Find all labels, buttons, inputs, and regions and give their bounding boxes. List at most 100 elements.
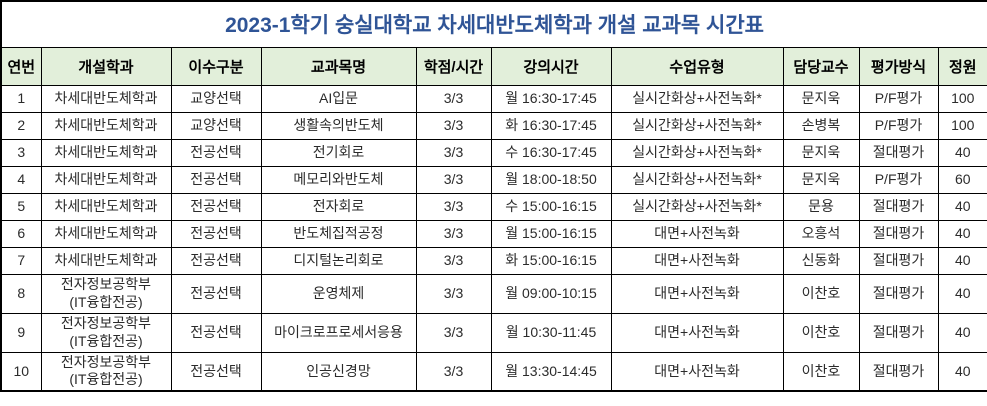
table-cell: 5 — [0, 192, 42, 221]
table-cell: 전자정보공학부 (IT융합전공) — [40, 351, 172, 392]
table-cell: 10 — [0, 351, 42, 392]
table-cell: 실시간화상+사전녹화* — [610, 84, 784, 113]
table-row: 8 전자정보공학부 (IT융합전공) 전공선택 운영체제 3/3 월 09:00-10:1… — [0, 273, 987, 314]
table-cell: 40 — [937, 138, 987, 167]
table-row: 9 전자정보공학부 (IT융합전공) 전공선택 마이크로프로세서응용 3/3 월 10:3… — [0, 312, 987, 353]
table-cell: 전공선택 — [170, 165, 262, 194]
table-cell: 이찬호 — [782, 312, 860, 353]
table-cell: 교양선택 — [170, 84, 262, 113]
table-row: 5 차세대반도체학과 전공선택 전자회로 3/3 수 15:00-16:15 실시간화상+사… — [0, 192, 987, 221]
table-cell: 3/3 — [415, 246, 492, 275]
table-cell: 대면+사전녹화 — [610, 351, 784, 392]
table-cell: 절대평가 — [858, 246, 939, 275]
table-cell: 실시간화상+사전녹화* — [610, 138, 784, 167]
column-header: 평가방식 — [858, 46, 939, 86]
page-title: 2023-1학기 숭실대학교 차세대반도체학과 개설 교과목 시간표 — [0, 0, 987, 48]
table-cell: 월 10:30-11:45 — [490, 312, 612, 353]
table-cell: 절대평가 — [858, 351, 939, 392]
table-cell: 40 — [937, 192, 987, 221]
table-cell: 전기회로 — [260, 138, 417, 167]
table-cell: 절대평가 — [858, 192, 939, 221]
table-cell: 100 — [937, 111, 987, 140]
table-cell: 전자회로 — [260, 192, 417, 221]
table-row: 6 차세대반도체학과 전공선택 반도체집적공정 3/3 월 15:00-16:15 대면+사… — [0, 219, 987, 248]
table-cell: 월 13:30-14:45 — [490, 351, 612, 392]
table-row: 3 차세대반도체학과 전공선택 전기회로 3/3 수 16:30-17:45 실시간화상+사… — [0, 138, 987, 167]
table-cell: 수 16:30-17:45 — [490, 138, 612, 167]
table-cell: 마이크로프로세서응용 — [260, 312, 417, 353]
table-cell: 40 — [937, 273, 987, 314]
column-header: 개설학과 — [40, 46, 172, 86]
table-cell: 40 — [937, 351, 987, 392]
table-cell: 실시간화상+사전녹화* — [610, 165, 784, 194]
table-cell: 40 — [937, 219, 987, 248]
table-cell: 3 — [0, 138, 42, 167]
table-cell: 3/3 — [415, 84, 492, 113]
table-cell: 절대평가 — [858, 219, 939, 248]
table-cell: 월 15:00-16:15 — [490, 219, 612, 248]
table-cell: 40 — [937, 246, 987, 275]
table-cell: 전공선택 — [170, 312, 262, 353]
table-cell: 전공선택 — [170, 246, 262, 275]
table-cell: AI입문 — [260, 84, 417, 113]
table-cell: 대면+사전녹화 — [610, 246, 784, 275]
table-cell: 화 15:00-16:15 — [490, 246, 612, 275]
table-cell: 차세대반도체학과 — [40, 219, 172, 248]
table-cell: 3/3 — [415, 192, 492, 221]
column-header: 담당교수 — [782, 46, 860, 86]
table-cell: 3/3 — [415, 273, 492, 314]
table-cell: 차세대반도체학과 — [40, 165, 172, 194]
table-cell: 메모리와반도체 — [260, 165, 417, 194]
table-cell: 3/3 — [415, 165, 492, 194]
table-cell: 월 09:00-10:15 — [490, 273, 612, 314]
table-cell: 이찬호 — [782, 351, 860, 392]
column-header: 수업유형 — [610, 46, 784, 86]
table-cell: 실시간화상+사전녹화* — [610, 192, 784, 221]
table-cell: 3/3 — [415, 111, 492, 140]
table-cell: 3/3 — [415, 312, 492, 353]
table-cell: 3/3 — [415, 138, 492, 167]
table-cell: 차세대반도체학과 — [40, 84, 172, 113]
table-cell: 대면+사전녹화 — [610, 273, 784, 314]
table-cell: 차세대반도체학과 — [40, 192, 172, 221]
table-cell: 이찬호 — [782, 273, 860, 314]
table-cell: P/F평가 — [858, 111, 939, 140]
table-cell: 전공선택 — [170, 351, 262, 392]
table-cell: 3/3 — [415, 351, 492, 392]
title-row: 2023-1학기 숭실대학교 차세대반도체학과 개설 교과목 시간표 — [0, 0, 987, 48]
table-cell: 전공선택 — [170, 273, 262, 314]
column-header: 강의시간 — [490, 46, 612, 86]
table-cell: 전자정보공학부 (IT융합전공) — [40, 273, 172, 314]
table-cell: 전공선택 — [170, 192, 262, 221]
table-cell: 절대평가 — [858, 312, 939, 353]
table-cell: 문용 — [782, 192, 860, 221]
table-cell: 8 — [0, 273, 42, 314]
table-cell: 월 16:30-17:45 — [490, 84, 612, 113]
table-cell: 월 18:00-18:50 — [490, 165, 612, 194]
table-cell: 절대평가 — [858, 273, 939, 314]
table-cell: 전공선택 — [170, 219, 262, 248]
column-header: 교과목명 — [260, 46, 417, 86]
column-header: 이수구분 — [170, 46, 262, 86]
table-cell: 차세대반도체학과 — [40, 111, 172, 140]
table-cell: 차세대반도체학과 — [40, 246, 172, 275]
table-cell: 절대평가 — [858, 138, 939, 167]
column-header: 정원 — [937, 46, 987, 86]
table-cell: 60 — [937, 165, 987, 194]
table-cell: 대면+사전녹화 — [610, 219, 784, 248]
table-header-row: 연번 개설학과 이수구분 교과목명 학점/시간 강의시간 수업유형 담당교수 평가방식 정원 — [0, 46, 987, 86]
table-cell: 1 — [0, 84, 42, 113]
column-header: 연번 — [0, 46, 42, 86]
table-cell: 100 — [937, 84, 987, 113]
table-cell: P/F평가 — [858, 165, 939, 194]
table-cell: 디지털논리회로 — [260, 246, 417, 275]
table-cell: 2 — [0, 111, 42, 140]
table-cell: 신동화 — [782, 246, 860, 275]
table-cell: 7 — [0, 246, 42, 275]
table-cell: 40 — [937, 312, 987, 353]
table-cell: 오흥석 — [782, 219, 860, 248]
table-cell: 문지욱 — [782, 84, 860, 113]
table-cell: 4 — [0, 165, 42, 194]
table-cell: 문지욱 — [782, 165, 860, 194]
